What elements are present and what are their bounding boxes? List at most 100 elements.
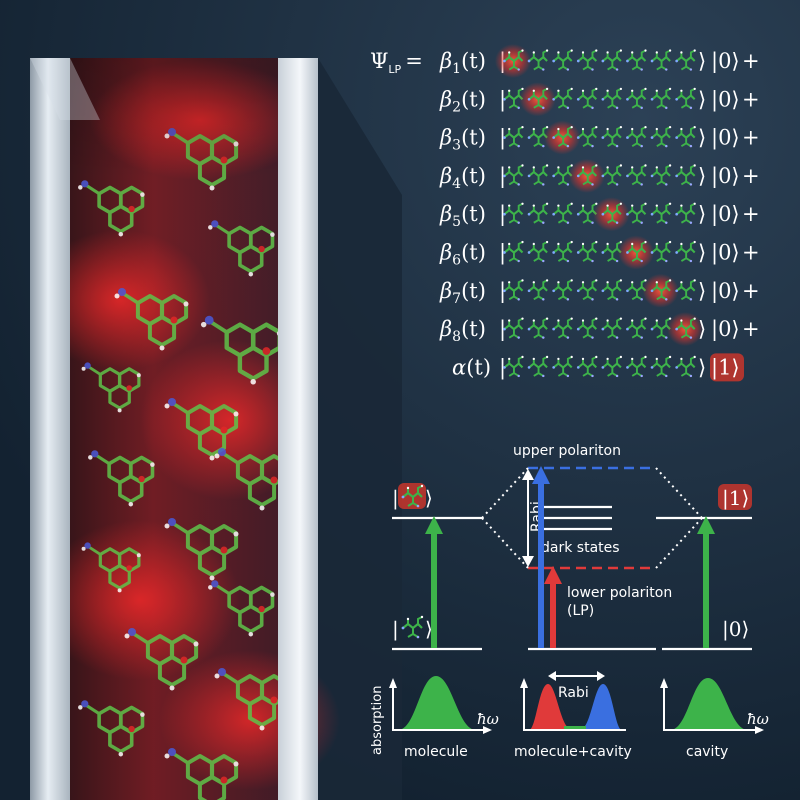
- cavity-molecule: [164, 748, 239, 800]
- ket-close: ⟩: [698, 355, 706, 379]
- ket-close: ⟩: [698, 87, 706, 111]
- wavefunction-row: β8(t) | ⟩ |0⟩ +: [439, 312, 760, 347]
- cavity-molecule: [78, 700, 145, 757]
- molecule-icon: [601, 164, 623, 186]
- coefficient: β2(t): [439, 87, 486, 115]
- molecule-icon: [626, 202, 647, 224]
- molecule-icon: [626, 164, 647, 186]
- cavity-molecule: [164, 398, 239, 461]
- molecule-icon: [527, 317, 549, 339]
- molecule-icon: [552, 202, 573, 224]
- optical-cavity: [30, 58, 402, 800]
- coefficient: β4(t): [439, 164, 486, 192]
- coefficient: β1(t): [439, 49, 486, 77]
- wavefunction-expansion: ΨLP= β1(t)|⟩|0⟩+β2(t)|⟩|0⟩+β3(t)|⟩|0⟩+β4…: [370, 44, 760, 382]
- ket-open: |: [499, 126, 506, 151]
- ket-open: |: [499, 279, 506, 304]
- molecule-icon: [503, 279, 524, 301]
- ket-open: |: [499, 87, 506, 112]
- molecule-icon: [650, 49, 672, 71]
- ket-open: |: [499, 355, 506, 380]
- cavity-spectrum: ħω cavity: [660, 678, 769, 760]
- molecule-icon: [675, 164, 696, 186]
- molecule-cavity-spectrum: Rabi molecule+cavity: [514, 671, 632, 760]
- molecule-ground-ket: | ⟩: [392, 615, 433, 642]
- molecule-icon: [626, 49, 647, 71]
- molecule-icon: [527, 240, 549, 263]
- molecule-icon: [503, 49, 524, 71]
- ket-close: ⟩: [698, 164, 706, 188]
- plus-sign: +: [742, 87, 760, 111]
- svg-text:⟩: ⟩: [425, 486, 433, 510]
- molecule-icon: [576, 279, 598, 301]
- cavity-molecule: [81, 542, 141, 593]
- plus-sign: +: [742, 49, 760, 73]
- energy-level-diagram: upper polariton | ⟩ | ⟩: [392, 443, 752, 651]
- lp-abbrev-label: (LP): [567, 603, 594, 619]
- plus-sign: +: [742, 317, 760, 341]
- cavity-excited-ket: |1⟩: [722, 486, 749, 511]
- molecule-icon: [576, 355, 598, 378]
- photon-ket: |0⟩: [711, 241, 740, 266]
- molecule-icon: [650, 126, 672, 148]
- molecule-icon: [527, 202, 549, 224]
- molecule-icon: [576, 87, 598, 110]
- molecule-icon: [552, 49, 573, 71]
- molecule-spectrum-label: molecule: [404, 744, 468, 760]
- molecule-icon: [503, 355, 524, 378]
- svg-text:|: |: [392, 617, 399, 642]
- coefficient: β5(t): [439, 202, 486, 230]
- ket-close: ⟩: [698, 279, 706, 303]
- wavefunction-row: β3(t) | ⟩ |0⟩ +: [439, 120, 760, 155]
- wavefunction-row: β4(t) | ⟩ |0⟩ +: [439, 158, 760, 193]
- cavity-molecule: [78, 180, 145, 237]
- cavity-molecule: [164, 518, 239, 581]
- molecule-icon: [576, 49, 598, 71]
- dark-states-label: dark states: [541, 540, 620, 556]
- molecule-icon: [503, 87, 524, 110]
- svg-text:|: |: [392, 486, 399, 511]
- molecule-icon: [601, 202, 623, 224]
- plus-sign: +: [742, 241, 760, 265]
- right-mirror: [278, 58, 318, 800]
- photon-ket: |0⟩: [711, 49, 740, 74]
- molecule-icon: [675, 279, 696, 301]
- left-mirror: [30, 58, 70, 800]
- molecule-icon: [650, 355, 672, 378]
- cavity-molecule: [200, 315, 283, 385]
- psi-symbol: ΨLP =: [370, 49, 423, 76]
- molecule-icon: [601, 355, 623, 378]
- molecule-icon: [601, 279, 623, 301]
- molecule-icon: [650, 87, 672, 110]
- molecule-icon: [527, 49, 549, 71]
- molecule-icon: [675, 87, 696, 110]
- cavity-molecule: [114, 288, 189, 351]
- molecule-icon: [601, 49, 623, 71]
- ket-close: ⟩: [698, 202, 706, 226]
- hbar-omega-label: ħω: [747, 710, 769, 728]
- molecule-icon: [552, 355, 573, 378]
- plus-sign: +: [742, 279, 760, 303]
- ket-close: ⟩: [698, 49, 706, 73]
- photon-ket: |0⟩: [711, 279, 740, 304]
- upper-polariton-label: upper polariton: [513, 443, 621, 459]
- molecule-icon: [675, 202, 696, 224]
- ket-open: |: [499, 164, 506, 189]
- molecule-icon: [552, 126, 573, 148]
- molecule-icon: [601, 87, 623, 110]
- absorption-axis-label: absorption: [370, 686, 385, 755]
- wavefunction-row: β1(t)|⟩|0⟩+: [439, 44, 760, 78]
- molecule-icon: [552, 87, 573, 110]
- molecule-icon: [626, 126, 647, 148]
- molecule-icon: [527, 279, 549, 301]
- molecule-icon: [626, 317, 647, 339]
- ket-close: ⟩: [698, 126, 706, 150]
- molecule-icon: [675, 317, 696, 339]
- plus-sign: +: [742, 126, 760, 150]
- photon-ket: |0⟩: [711, 87, 740, 112]
- coefficient: α(t): [452, 355, 491, 379]
- cavity-molecule: [208, 220, 275, 277]
- molecule-icon: [675, 355, 696, 378]
- ket-close: ⟩: [698, 241, 706, 265]
- lower-polariton-label: lower polariton: [567, 585, 672, 601]
